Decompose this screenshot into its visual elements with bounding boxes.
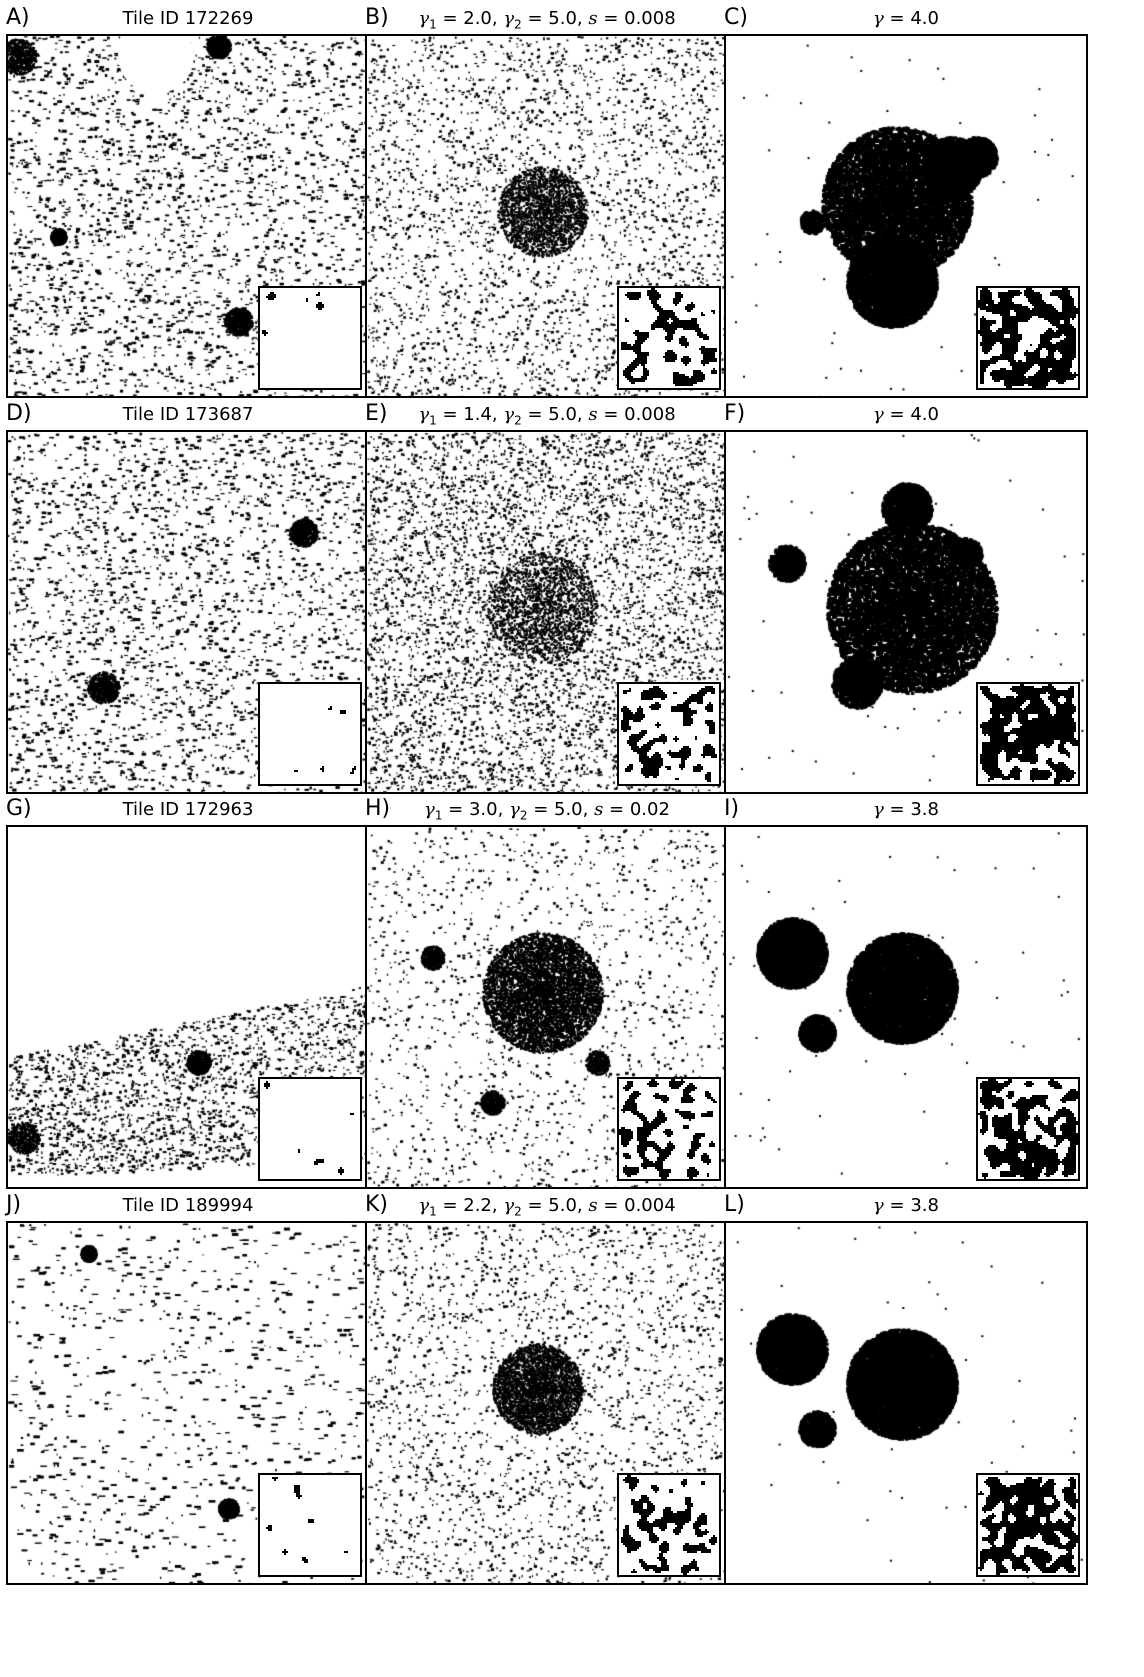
inset-zoom bbox=[258, 682, 362, 786]
panel-title: γ1 = 1.4, γ2 = 5.0, s = 0.008 bbox=[418, 404, 676, 428]
inset-canvas bbox=[260, 1079, 360, 1179]
panel-letter: F) bbox=[724, 401, 746, 426]
panel-title: Tile ID 172963 bbox=[122, 799, 254, 820]
inset-canvas bbox=[619, 288, 719, 388]
inset-zoom bbox=[976, 286, 1080, 390]
panel-letter: K) bbox=[365, 1192, 389, 1217]
panel-image bbox=[6, 825, 370, 1189]
inset-zoom bbox=[976, 1077, 1080, 1181]
panel-letter: A) bbox=[6, 5, 30, 30]
inset-zoom bbox=[617, 682, 721, 786]
panel-title: γ = 4.0 bbox=[873, 404, 939, 425]
panel-image bbox=[365, 34, 729, 398]
inset-zoom bbox=[617, 1077, 721, 1181]
inset-canvas bbox=[260, 1475, 360, 1575]
inset-canvas bbox=[619, 684, 719, 784]
inset-zoom bbox=[258, 1473, 362, 1577]
panel-letter: C) bbox=[724, 5, 748, 30]
panel-image bbox=[724, 34, 1088, 398]
panel-title: Tile ID 173687 bbox=[122, 404, 254, 425]
panel-title: Tile ID 189994 bbox=[122, 1195, 254, 1216]
inset-canvas bbox=[619, 1079, 719, 1179]
inset-canvas bbox=[619, 1475, 719, 1575]
inset-canvas bbox=[260, 684, 360, 784]
panel-image bbox=[6, 1221, 370, 1585]
panel-image bbox=[724, 1221, 1088, 1585]
panel-title: γ1 = 3.0, γ2 = 5.0, s = 0.02 bbox=[424, 799, 670, 823]
panel-image bbox=[365, 1221, 729, 1585]
panel-title: γ1 = 2.0, γ2 = 5.0, s = 0.008 bbox=[418, 8, 676, 32]
panel-title: γ = 4.0 bbox=[873, 8, 939, 29]
inset-canvas bbox=[978, 288, 1078, 388]
inset-zoom bbox=[258, 286, 362, 390]
panel-title: γ1 = 2.2, γ2 = 5.0, s = 0.004 bbox=[418, 1195, 676, 1219]
panel-letter: D) bbox=[6, 401, 32, 426]
inset-canvas bbox=[978, 1079, 1078, 1179]
inset-zoom bbox=[976, 1473, 1080, 1577]
panel-title: Tile ID 172269 bbox=[122, 8, 254, 29]
panel-letter: B) bbox=[365, 5, 389, 30]
panel-image bbox=[724, 825, 1088, 1189]
panel-image bbox=[6, 430, 370, 794]
panel-letter: G) bbox=[6, 796, 32, 821]
panel-letter: L) bbox=[724, 1192, 745, 1217]
panel-image bbox=[365, 430, 729, 794]
panel-image bbox=[724, 430, 1088, 794]
inset-canvas bbox=[978, 684, 1078, 784]
panel-title: γ = 3.8 bbox=[873, 799, 939, 820]
panel-letter: H) bbox=[365, 796, 391, 821]
inset-zoom bbox=[617, 1473, 721, 1577]
panel-image bbox=[6, 34, 370, 398]
panel-title: γ = 3.8 bbox=[873, 1195, 939, 1216]
panel-letter: J) bbox=[6, 1192, 22, 1217]
inset-zoom bbox=[976, 682, 1080, 786]
inset-zoom bbox=[258, 1077, 362, 1181]
inset-zoom bbox=[617, 286, 721, 390]
inset-canvas bbox=[978, 1475, 1078, 1575]
inset-canvas bbox=[260, 288, 360, 388]
panel-letter: E) bbox=[365, 401, 388, 426]
panel-image bbox=[365, 825, 729, 1189]
panel-letter: I) bbox=[724, 796, 740, 821]
